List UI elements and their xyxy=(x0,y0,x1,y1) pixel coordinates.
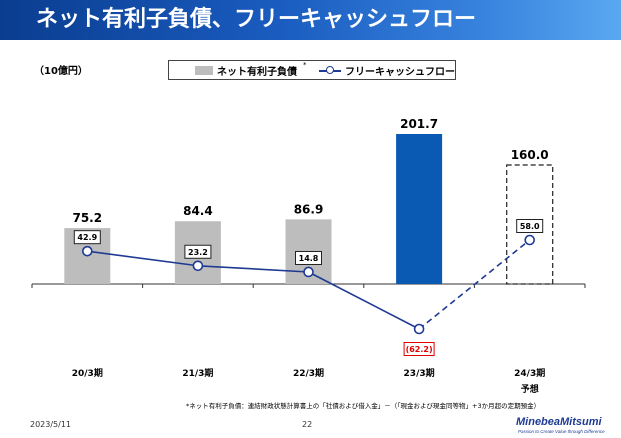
svg-text:MinebeaMitsumi: MinebeaMitsumi xyxy=(516,416,603,428)
company-logo: MinebeaMitsumi xyxy=(516,414,612,428)
fcf-line-segment xyxy=(87,250,199,267)
svg-text:Passion to Create Value throug: Passion to Create Value through Differen… xyxy=(518,429,605,434)
bar xyxy=(396,134,443,284)
unit-label: （10億円） xyxy=(34,66,88,77)
title-bar: ネット有利子負債、フリーキャッシュフロー xyxy=(0,0,621,40)
category-label: 20/3期 xyxy=(72,367,103,379)
legend-footnote-mark: * xyxy=(303,61,307,69)
fcf-line-segment xyxy=(308,271,420,330)
fcf-label-box xyxy=(73,230,101,245)
legend-line-marker xyxy=(326,66,334,74)
footer-date: 2023/5/11 xyxy=(30,420,72,429)
fcf-value-label: 42.9 xyxy=(77,233,97,242)
fcf-label-box xyxy=(403,342,435,356)
bar-value-label: 201.7 xyxy=(400,117,438,131)
category-label: 21/3期 xyxy=(182,367,213,379)
fcf-line-segment xyxy=(197,264,309,273)
bar-forecast xyxy=(506,164,554,285)
page-number: 22 xyxy=(302,420,313,429)
fcf-point xyxy=(524,234,536,246)
bar-value-label: 160.0 xyxy=(511,148,549,162)
fcf-value-label: 58.0 xyxy=(520,222,540,231)
bar-value-label: 84.4 xyxy=(183,204,213,218)
category-label: 22/3期 xyxy=(293,367,324,379)
footnote: *ネット有利子負債：連結財政状態計算書上の「社債および借入金」－（「現金および現… xyxy=(186,402,541,410)
bar-value-label: 75.2 xyxy=(72,211,102,225)
category-label: 24/3期 xyxy=(514,367,545,379)
fcf-point xyxy=(82,245,93,257)
legend: ネット有利子負債 * フリーキャッシュフロー xyxy=(168,60,456,80)
logo-tagline: Passion to Create Value through Differen… xyxy=(518,428,618,434)
fcf-value-label: 14.8 xyxy=(299,254,319,263)
legend-bar-label: ネット有利子負債 xyxy=(217,67,297,78)
forecast-label: 予想 xyxy=(521,383,539,395)
category-label: 23/3期 xyxy=(404,367,435,379)
bar-value-label: 86.9 xyxy=(294,202,324,216)
fcf-point xyxy=(413,323,425,335)
fcf-point xyxy=(192,260,204,272)
fcf-label-box xyxy=(516,219,544,233)
legend-bar-swatch xyxy=(195,66,213,75)
fcf-value-label: 23.2 xyxy=(188,248,208,257)
fcf-label-box xyxy=(184,244,212,259)
page-title: ネット有利子負債、フリーキャッシュフロー xyxy=(36,7,477,32)
legend-line-label: フリーキャッシュフロー xyxy=(345,67,455,78)
fcf-line-segment-forecast xyxy=(418,239,531,330)
fcf-point xyxy=(303,266,314,278)
fcf-label-box xyxy=(295,250,322,265)
fcf-value-label: (62.2) xyxy=(406,345,433,354)
